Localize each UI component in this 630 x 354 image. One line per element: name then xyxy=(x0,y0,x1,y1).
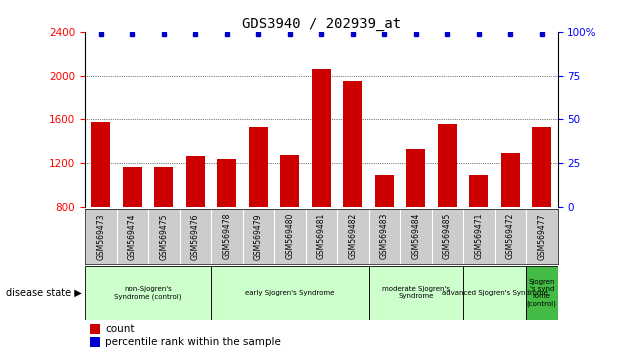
Text: GSM569484: GSM569484 xyxy=(411,213,420,259)
Text: moderate Sjogren's
Syndrome: moderate Sjogren's Syndrome xyxy=(382,286,450,299)
Bar xyxy=(91,122,110,207)
Text: GSM569478: GSM569478 xyxy=(222,213,231,259)
Bar xyxy=(186,156,205,207)
Bar xyxy=(312,69,331,207)
Bar xyxy=(469,175,488,207)
Text: GSM569482: GSM569482 xyxy=(348,213,357,259)
Text: GSM569480: GSM569480 xyxy=(285,213,294,259)
Bar xyxy=(211,266,369,320)
Bar xyxy=(280,155,299,207)
Bar xyxy=(343,81,362,207)
Bar xyxy=(90,337,100,347)
Text: GSM569475: GSM569475 xyxy=(159,213,168,259)
Text: GSM569473: GSM569473 xyxy=(96,213,105,259)
Bar xyxy=(501,153,520,207)
Bar xyxy=(406,149,425,207)
Bar xyxy=(90,324,100,334)
Text: non-Sjogren's
Syndrome (control): non-Sjogren's Syndrome (control) xyxy=(114,286,182,300)
Bar xyxy=(526,266,558,320)
Text: percentile rank within the sample: percentile rank within the sample xyxy=(105,337,281,347)
Text: GSM569471: GSM569471 xyxy=(474,213,483,259)
Bar xyxy=(249,127,268,207)
Bar xyxy=(217,159,236,207)
Text: GSM569481: GSM569481 xyxy=(317,213,326,259)
Bar xyxy=(123,167,142,207)
Text: GSM569483: GSM569483 xyxy=(380,213,389,259)
Text: disease state ▶: disease state ▶ xyxy=(6,288,82,298)
Bar xyxy=(85,266,211,320)
Text: GSM569477: GSM569477 xyxy=(537,213,546,259)
Text: GSM569474: GSM569474 xyxy=(128,213,137,259)
Text: GSM569485: GSM569485 xyxy=(443,213,452,259)
Text: GSM569472: GSM569472 xyxy=(506,213,515,259)
Bar xyxy=(375,175,394,207)
Text: GSM569476: GSM569476 xyxy=(191,213,200,259)
Text: GSM569479: GSM569479 xyxy=(254,213,263,259)
Text: early Sjogren's Syndrome: early Sjogren's Syndrome xyxy=(245,290,335,296)
Text: advanced Sjogren's Syndrome: advanced Sjogren's Syndrome xyxy=(442,290,547,296)
Bar xyxy=(369,266,463,320)
Bar xyxy=(532,127,551,207)
Text: Sjogren
's synd
rome
(control): Sjogren 's synd rome (control) xyxy=(527,279,557,307)
Title: GDS3940 / 202939_at: GDS3940 / 202939_at xyxy=(242,17,401,31)
Bar xyxy=(438,124,457,207)
Bar xyxy=(154,167,173,207)
Bar xyxy=(463,266,526,320)
Text: count: count xyxy=(105,324,134,334)
